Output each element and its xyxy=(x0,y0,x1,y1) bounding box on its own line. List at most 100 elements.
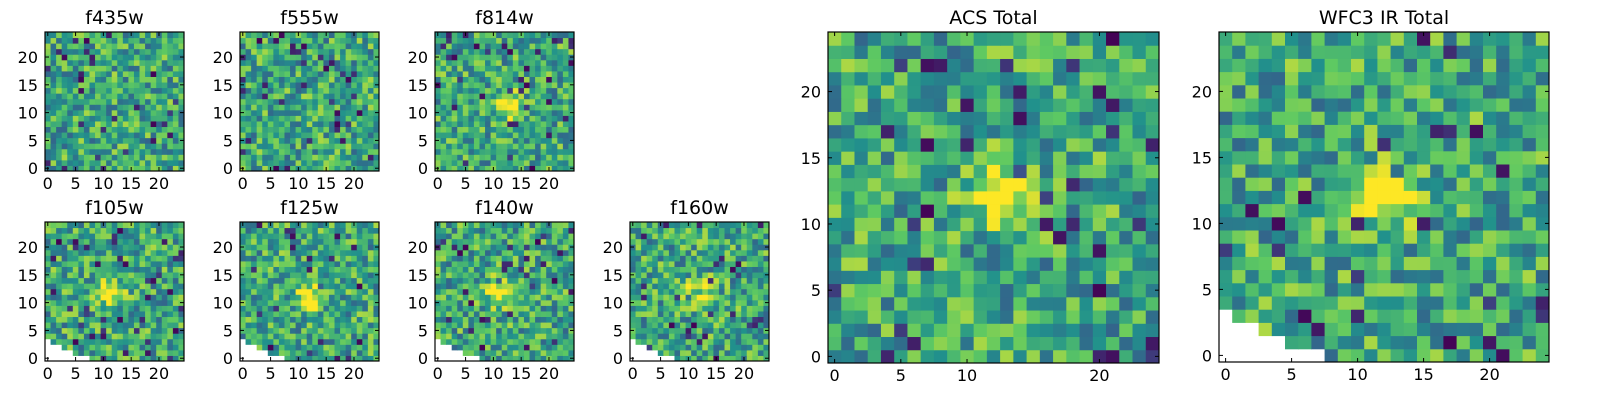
heatmap-cell xyxy=(128,272,135,279)
heatmap-cell xyxy=(557,249,564,256)
heatmap-cell xyxy=(468,59,475,66)
heatmap-cell xyxy=(45,87,52,94)
heatmap-cell xyxy=(373,143,380,150)
heatmap-cell xyxy=(267,338,274,345)
heatmap-cell xyxy=(685,227,692,234)
heatmap-cell xyxy=(1079,283,1094,298)
heatmap-cell xyxy=(562,260,569,267)
heatmap-cell xyxy=(440,294,447,301)
heatmap-cell xyxy=(657,255,664,262)
heatmap-cell xyxy=(284,137,291,144)
heatmap-cell xyxy=(317,165,324,172)
heatmap-cell xyxy=(345,310,352,318)
heatmap-cell xyxy=(106,316,113,323)
heatmap-cell xyxy=(56,272,63,279)
heatmap-cell xyxy=(172,82,179,89)
heatmap-cell xyxy=(473,322,480,329)
heatmap-cell xyxy=(106,132,113,139)
heatmap-cell xyxy=(89,233,96,240)
heatmap-cell xyxy=(306,272,313,279)
heatmap-cell xyxy=(735,310,742,318)
heatmap-cell xyxy=(56,165,63,172)
heatmap-cell xyxy=(468,137,475,144)
heatmap-cell xyxy=(854,310,869,324)
heatmap-cell xyxy=(306,154,313,161)
heatmap-cell xyxy=(95,349,102,356)
heatmap-cell xyxy=(351,249,358,256)
heatmap-cell xyxy=(128,132,135,139)
y-tick-label: 15 xyxy=(603,266,623,285)
heatmap-cell xyxy=(111,288,118,295)
heatmap-cell xyxy=(262,322,269,329)
heatmap-cell xyxy=(696,327,703,334)
heatmap-cell xyxy=(100,148,107,155)
heatmap-cell xyxy=(947,257,961,271)
heatmap-cell xyxy=(345,283,352,290)
heatmap-cell xyxy=(284,143,291,150)
heatmap-cell xyxy=(496,98,503,105)
heatmap-cell xyxy=(652,294,659,301)
heatmap-cell xyxy=(362,288,369,295)
heatmap-cell xyxy=(145,70,152,77)
heatmap-cell xyxy=(529,143,536,150)
heatmap-cell xyxy=(435,70,442,77)
heatmap-cell xyxy=(707,233,714,240)
heatmap-cell xyxy=(301,65,308,72)
heatmap-cell xyxy=(457,338,464,345)
heatmap-cell xyxy=(741,233,748,240)
heatmap-cell xyxy=(290,126,297,133)
heatmap-cell xyxy=(1053,349,1067,364)
heatmap-cell xyxy=(172,316,179,323)
heatmap-cell xyxy=(518,148,525,155)
heatmap-cell xyxy=(106,143,113,150)
heatmap-cell xyxy=(920,336,935,351)
heatmap-cell xyxy=(735,322,742,329)
heatmap-cell xyxy=(133,37,141,44)
heatmap-cell xyxy=(367,316,374,323)
heatmap-cell xyxy=(139,316,146,323)
heatmap-cell xyxy=(356,65,363,72)
heatmap-cell xyxy=(523,294,531,301)
heatmap-cell xyxy=(763,316,770,323)
heatmap-cell xyxy=(512,316,519,323)
x-tick-label: 0 xyxy=(238,174,248,193)
heatmap-cell xyxy=(562,65,569,72)
heatmap-cell xyxy=(540,93,547,100)
heatmap-cell xyxy=(256,137,263,144)
heatmap-cell xyxy=(501,132,508,139)
heatmap-cell xyxy=(490,227,497,234)
heatmap-cell xyxy=(462,159,469,166)
heatmap-cell xyxy=(301,43,308,50)
heatmap-cell xyxy=(512,76,519,83)
heatmap-cell xyxy=(960,349,975,364)
heatmap-cell xyxy=(362,54,369,61)
heatmap-cell xyxy=(334,294,341,301)
heatmap-cell xyxy=(841,257,855,271)
heatmap-cell xyxy=(724,299,731,306)
heatmap-cell xyxy=(496,272,503,279)
heatmap-cell xyxy=(61,283,68,290)
heatmap-cell xyxy=(317,238,324,245)
heatmap-cell xyxy=(267,344,274,351)
heatmap-cell xyxy=(67,98,74,105)
heatmap-cell xyxy=(290,294,297,301)
heatmap-cell xyxy=(251,109,258,116)
heatmap-cell xyxy=(122,165,129,172)
heatmap-cell xyxy=(128,238,135,245)
heatmap-cell xyxy=(546,59,553,66)
heatmap-cell xyxy=(730,288,737,295)
heatmap-cell xyxy=(535,137,542,144)
heatmap-cell xyxy=(345,93,352,100)
heatmap-cell xyxy=(451,260,458,267)
heatmap-cell xyxy=(351,260,358,267)
heatmap-cell xyxy=(245,43,252,50)
heatmap-cell xyxy=(540,43,547,50)
heatmap-cell xyxy=(111,299,118,306)
heatmap-cell xyxy=(1079,336,1094,351)
heatmap-cell xyxy=(947,137,961,152)
heatmap-cell xyxy=(317,154,324,161)
heatmap-cell xyxy=(880,336,895,351)
heatmap-cell xyxy=(674,227,681,234)
heatmap-cell xyxy=(707,349,714,356)
heatmap-cell xyxy=(973,151,988,165)
